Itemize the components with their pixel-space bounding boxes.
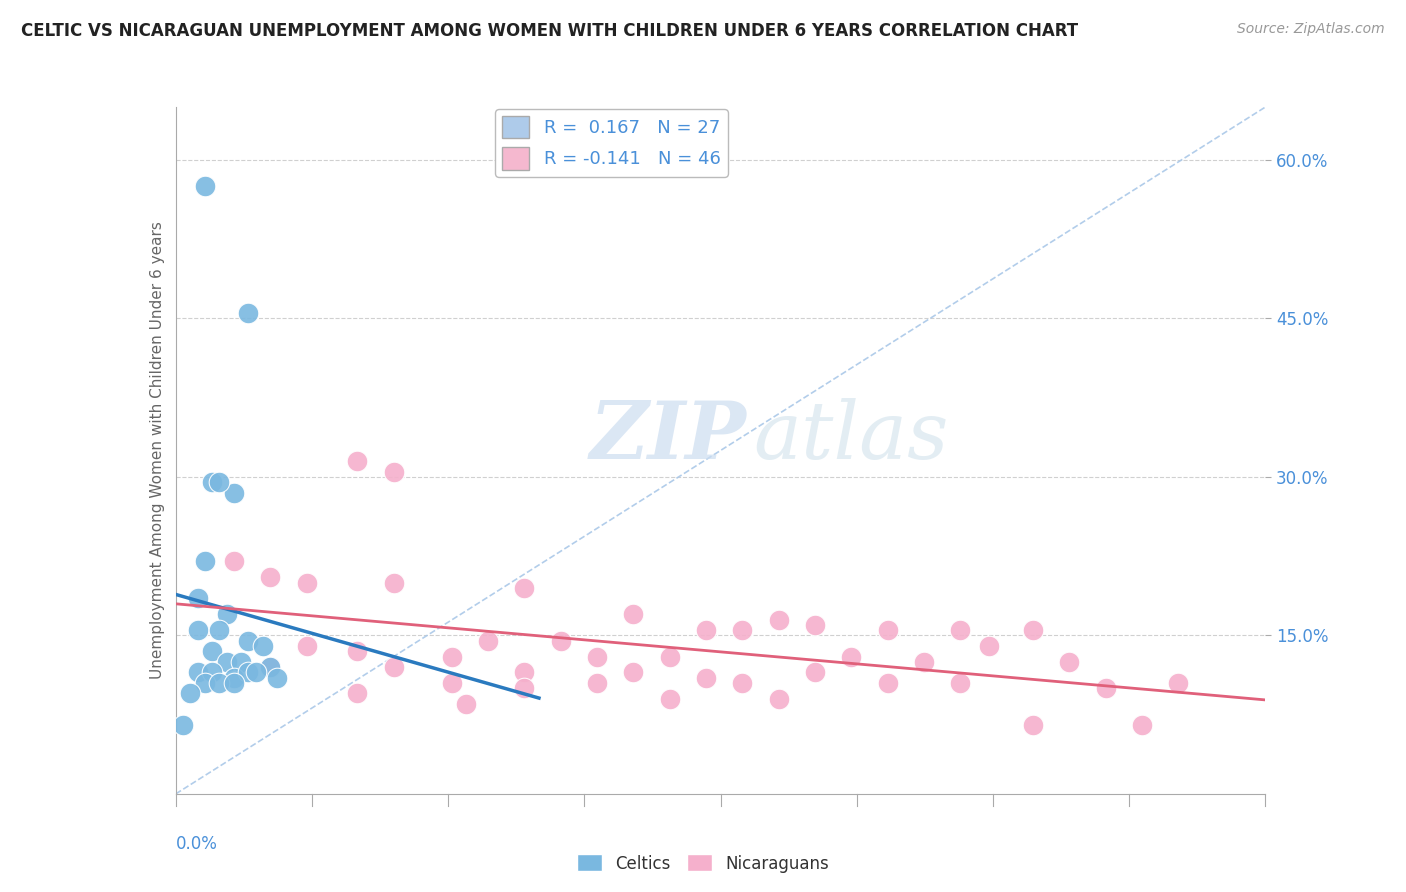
Point xyxy=(346,644,368,658)
Point xyxy=(804,665,827,680)
Point xyxy=(346,454,368,468)
Point xyxy=(295,639,318,653)
Point xyxy=(215,655,238,669)
Point xyxy=(346,686,368,700)
Point xyxy=(1022,623,1045,637)
Point xyxy=(238,665,260,680)
Point xyxy=(238,306,260,320)
Point xyxy=(208,475,231,490)
Text: Source: ZipAtlas.com: Source: ZipAtlas.com xyxy=(1237,22,1385,37)
Point xyxy=(550,633,572,648)
Point xyxy=(186,665,209,680)
Text: atlas: atlas xyxy=(754,398,949,475)
Point xyxy=(186,591,209,606)
Point xyxy=(1167,676,1189,690)
Legend: R =  0.167   N = 27, R = -0.141   N = 46: R = 0.167 N = 27, R = -0.141 N = 46 xyxy=(495,109,728,177)
Point xyxy=(259,570,281,584)
Point xyxy=(201,475,224,490)
Point xyxy=(912,655,935,669)
Point xyxy=(876,676,898,690)
Point xyxy=(215,607,238,622)
Point xyxy=(252,639,274,653)
Point xyxy=(222,676,245,690)
Point xyxy=(238,633,260,648)
Point xyxy=(201,665,224,680)
Point xyxy=(658,691,681,706)
Point xyxy=(456,697,478,711)
Point xyxy=(231,655,253,669)
Point xyxy=(208,676,231,690)
Point xyxy=(259,660,281,674)
Point xyxy=(586,676,609,690)
Point xyxy=(621,665,644,680)
Point xyxy=(768,613,790,627)
Point xyxy=(179,686,201,700)
Point xyxy=(477,633,499,648)
Point xyxy=(440,649,463,664)
Point xyxy=(382,660,405,674)
Point xyxy=(382,575,405,590)
Point xyxy=(208,623,231,637)
Point xyxy=(440,676,463,690)
Text: 0.0%: 0.0% xyxy=(176,835,218,853)
Point xyxy=(768,691,790,706)
Y-axis label: Unemployment Among Women with Children Under 6 years: Unemployment Among Women with Children U… xyxy=(149,221,165,680)
Point xyxy=(876,623,898,637)
Point xyxy=(382,465,405,479)
Point xyxy=(222,485,245,500)
Point xyxy=(194,554,217,568)
Point xyxy=(1022,718,1045,732)
Point xyxy=(804,617,827,632)
Point xyxy=(979,639,1001,653)
Point xyxy=(201,644,224,658)
Point xyxy=(586,649,609,664)
Point xyxy=(949,676,972,690)
Point xyxy=(266,671,288,685)
Point xyxy=(194,179,217,194)
Point xyxy=(513,665,536,680)
Point xyxy=(695,671,717,685)
Point xyxy=(194,676,217,690)
Point xyxy=(259,660,281,674)
Point xyxy=(731,623,754,637)
Point xyxy=(949,623,972,637)
Point xyxy=(658,649,681,664)
Point xyxy=(1130,718,1153,732)
Point xyxy=(841,649,863,664)
Legend: Celtics, Nicaraguans: Celtics, Nicaraguans xyxy=(569,847,837,880)
Point xyxy=(245,665,267,680)
Point xyxy=(172,718,194,732)
Text: CELTIC VS NICARAGUAN UNEMPLOYMENT AMONG WOMEN WITH CHILDREN UNDER 6 YEARS CORREL: CELTIC VS NICARAGUAN UNEMPLOYMENT AMONG … xyxy=(21,22,1078,40)
Point xyxy=(513,681,536,696)
Point xyxy=(1094,681,1116,696)
Point xyxy=(621,607,644,622)
Point xyxy=(1057,655,1080,669)
Point xyxy=(695,623,717,637)
Point xyxy=(513,581,536,595)
Point xyxy=(186,623,209,637)
Point xyxy=(222,671,245,685)
Text: ZIP: ZIP xyxy=(591,398,747,475)
Point xyxy=(222,554,245,568)
Point xyxy=(731,676,754,690)
Point xyxy=(295,575,318,590)
